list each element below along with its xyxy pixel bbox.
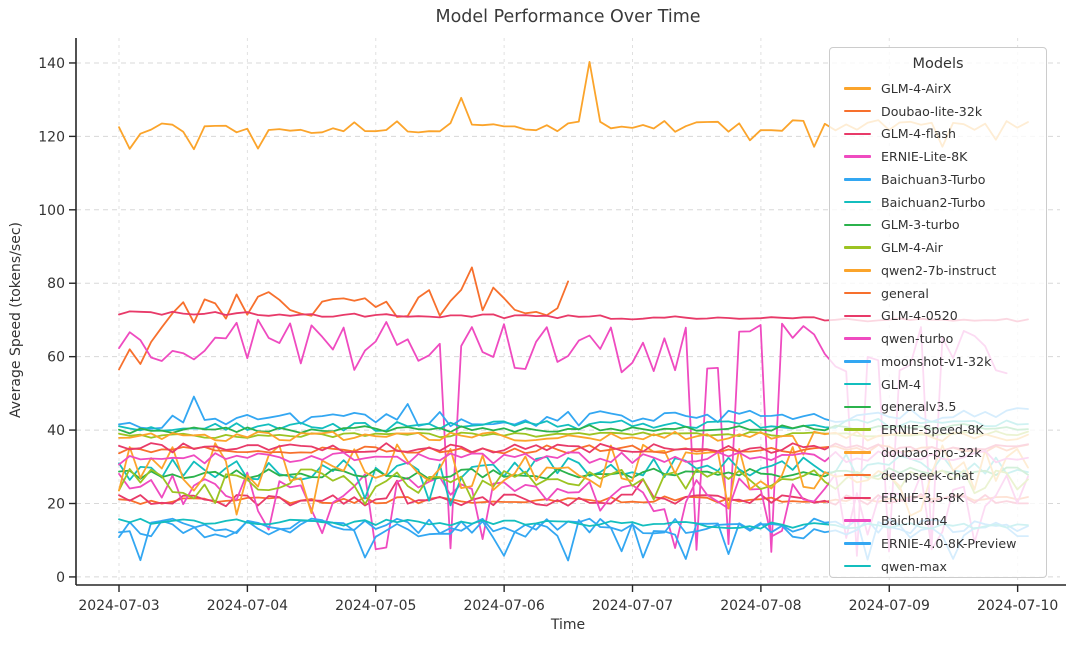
legend-item: doubao-pro-32k — [830, 441, 1046, 464]
legend-item: GLM-4-flash — [830, 123, 1046, 146]
y-tick-label: 100 — [38, 203, 65, 219]
y-tick-label: 120 — [38, 129, 65, 145]
legend-item-label: deepseek-chat — [881, 467, 974, 483]
legend-swatch-line-icon — [844, 200, 871, 204]
legend-item: moonshot-v1-32k — [830, 350, 1046, 373]
legend-swatch-line-icon — [844, 87, 871, 90]
legend-item-label: generalv3.5 — [881, 399, 957, 415]
legend-item-label: qwen-turbo — [881, 331, 954, 347]
legend-item-label: ERNIE-3.5-8K — [881, 490, 965, 506]
legend-swatch-line-icon — [844, 519, 871, 522]
legend-item-label: Doubao-lite-32k — [881, 103, 983, 119]
legend-item: Baichuan3-Turbo — [830, 168, 1046, 191]
legend-item: Baichuan4 — [830, 509, 1046, 532]
y-tick-label: 20 — [47, 497, 65, 513]
legend-swatch-line-icon — [844, 269, 871, 272]
x-tick-label: 2024-07-10 — [977, 598, 1058, 614]
legend-item: Baichuan2-Turbo — [830, 191, 1046, 214]
legend-swatch-line-icon — [844, 132, 871, 136]
legend-item: ERNIE-Lite-8K — [830, 145, 1046, 168]
legend-swatch-line-icon — [844, 564, 871, 568]
legend-item-label: GLM-4 — [881, 376, 922, 392]
legend-swatch-line-icon — [844, 428, 871, 431]
legend-item: general — [830, 282, 1046, 305]
x-tick-label: 2024-07-07 — [592, 598, 673, 614]
y-tick-label: 80 — [47, 276, 65, 292]
legend-item-label: Baichuan4 — [881, 513, 948, 529]
y-tick-label: 140 — [38, 56, 65, 72]
legend-swatch-line-icon — [844, 542, 871, 545]
legend-title: Models — [912, 56, 964, 72]
legend-swatch-line-icon — [844, 223, 871, 227]
legend-item-label: general — [881, 285, 929, 301]
y-tick-label: 60 — [47, 350, 65, 366]
chart-title: Model Performance Over Time — [435, 7, 701, 27]
legend-item-label: ERNIE-Speed-8K — [881, 422, 984, 438]
x-tick-label: 2024-07-06 — [463, 598, 544, 614]
legend-swatch-line-icon — [844, 405, 871, 409]
legend-item-label: GLM-4-flash — [881, 126, 956, 142]
legend-swatch-line-icon — [844, 291, 871, 295]
series-line-doubao-lite-32k — [118, 266, 569, 371]
x-tick-label: 2024-07-08 — [720, 598, 801, 614]
x-tick-label: 2024-07-04 — [207, 598, 288, 614]
legend-swatch-line-icon — [844, 109, 871, 113]
legend-swatch-line-icon — [844, 360, 871, 363]
legend-swatch-line-icon — [844, 451, 871, 454]
legend-item: GLM-4-0520 — [830, 305, 1046, 328]
legend-item-label: qwen-max — [881, 558, 948, 574]
legend-item-label: doubao-pro-32k — [881, 444, 982, 460]
legend-item-label: ERNIE-4.0-8K-Preview — [881, 535, 1017, 551]
legend-item: qwen-max — [830, 555, 1046, 578]
x-tick-label: 2024-07-09 — [849, 598, 930, 614]
legend-item: GLM-3-turbo — [830, 214, 1046, 237]
legend-item-label: GLM-4-Air — [881, 240, 943, 256]
x-tick-label: 2024-07-05 — [335, 598, 416, 614]
legend-item: deepseek-chat — [830, 464, 1046, 487]
legend-item: ERNIE-3.5-8K — [830, 487, 1046, 510]
legend-item: GLM-4-AirX — [830, 77, 1046, 100]
legend-item-label: ERNIE-Lite-8K — [881, 149, 968, 165]
legend-swatch-line-icon — [844, 382, 871, 386]
legend-item-label: GLM-4-0520 — [881, 308, 958, 324]
legend-item-label: qwen2-7b-instruct — [881, 262, 997, 278]
legend-swatch-line-icon — [844, 496, 871, 500]
legend-item-label: GLM-3-turbo — [881, 217, 960, 233]
x-axis-label: Time — [550, 617, 586, 633]
legend-item: GLM-4-Air — [830, 236, 1046, 259]
legend-item-label: moonshot-v1-32k — [881, 353, 992, 369]
legend: Models GLM-4-AirX Doubao-lite-32k GLM-4-fl… — [829, 47, 1047, 578]
legend-swatch-line-icon — [844, 246, 871, 249]
legend-item: ERNIE-4.0-8K-Preview — [830, 532, 1046, 555]
legend-item: qwen-turbo — [830, 327, 1046, 350]
legend-swatch-line-icon — [844, 337, 871, 340]
legend-swatch-line-icon — [844, 155, 871, 158]
legend-item-label: Baichuan2-Turbo — [881, 194, 986, 210]
legend-item-label: GLM-4-AirX — [881, 80, 952, 96]
legend-item: Doubao-lite-32k — [830, 100, 1046, 123]
y-tick-label: 0 — [56, 570, 65, 586]
y-axis-label: Average Speed (tokens/sec) — [8, 222, 24, 418]
x-tick-label: 2024-07-03 — [78, 598, 159, 614]
legend-item: qwen2-7b-instruct — [830, 259, 1046, 282]
legend-swatch-line-icon — [844, 473, 871, 477]
y-tick-label: 40 — [47, 423, 65, 439]
legend-item: GLM-4 — [830, 373, 1046, 396]
legend-item: generalv3.5 — [830, 396, 1046, 419]
legend-items: GLM-4-AirX Doubao-lite-32k GLM-4-flash ERNI… — [830, 77, 1046, 578]
legend-item-label: Baichuan3-Turbo — [881, 171, 986, 187]
legend-swatch-line-icon — [844, 178, 871, 181]
legend-swatch-line-icon — [844, 314, 871, 318]
legend-item: ERNIE-Speed-8K — [830, 418, 1046, 441]
